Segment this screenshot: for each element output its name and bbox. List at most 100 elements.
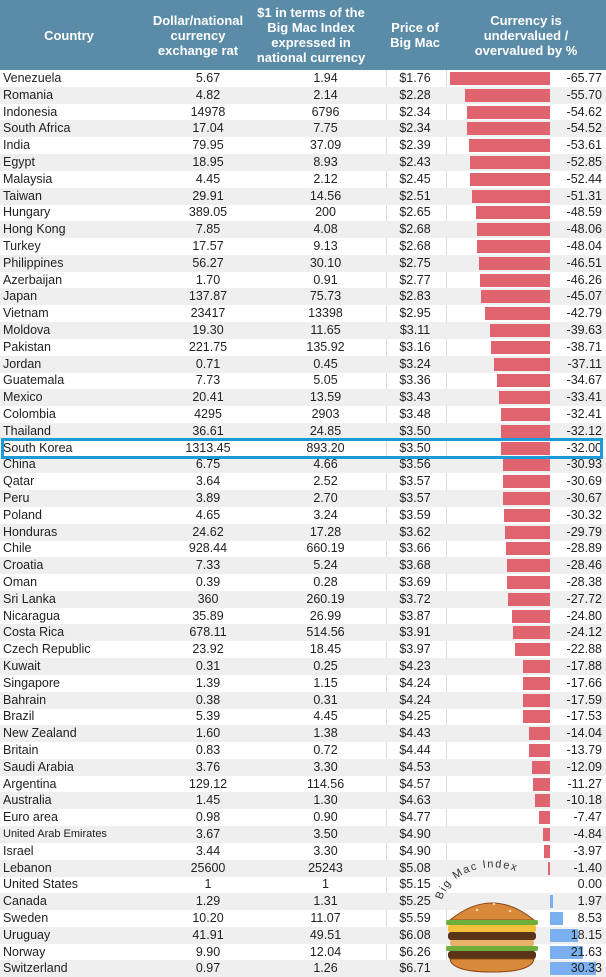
table-row: Poland 4.65 3.24 $3.59 -30.32 (0, 507, 606, 524)
exchange-rate-cell: 137.87 (188, 289, 228, 304)
header-big-mac-ppp: $1 in terms of the Big Mac Index express… (256, 5, 366, 65)
country-cell: Canada (3, 894, 47, 909)
ppp-cell: 1.26 (313, 961, 338, 976)
ppp-cell: 0.28 (313, 575, 338, 589)
country-cell: Turkey (3, 239, 41, 253)
valuation-cell: -17.88 (566, 659, 602, 673)
table-row: Hong Kong 7.85 4.08 $2.68 -48.06 (0, 221, 606, 239)
valuation-cell: -28.38 (566, 575, 602, 589)
valuation-cell: 21.63 (570, 944, 602, 959)
valuation-bar (506, 542, 550, 556)
exchange-rate-cell: 4.82 (195, 87, 221, 102)
valuation-cell: -30.93 (566, 457, 602, 472)
table-row: Croatia 7.33 5.24 $3.68 -28.46 (0, 557, 606, 575)
table-row: Australia 1.45 1.30 $4.63 -10.18 (0, 792, 606, 810)
exchange-rate-cell: 4.65 (195, 507, 221, 522)
table-row: Turkey 17.57 9.13 $2.68 -48.04 (0, 238, 606, 255)
country-cell: Croatia (3, 558, 44, 573)
ppp-cell: 1.31 (313, 894, 338, 909)
valuation-cell: -3.97 (573, 843, 603, 858)
ppp-cell: 49.51 (309, 927, 342, 942)
valuation-cell: -14.04 (566, 726, 602, 741)
country-cell: Hungary (3, 205, 51, 220)
country-cell: Honduras (3, 524, 58, 539)
valuation-cell: -17.66 (566, 675, 602, 690)
valuation-bar (515, 643, 550, 657)
exchange-rate-cell: 360 (197, 591, 219, 606)
table-row: Mexico 20.41 13.59 $3.43 -33.41 (0, 389, 606, 407)
exchange-rate-cell: 14978 (190, 104, 226, 119)
valuation-bar (501, 424, 550, 438)
valuation-cell: -34.67 (566, 373, 602, 388)
valuation-cell: -17.59 (566, 692, 602, 707)
exchange-rate-cell: 56.27 (192, 255, 224, 270)
valuation-bar (502, 458, 550, 472)
country-cell: China (3, 457, 36, 472)
price-cell: $4.23 (399, 659, 431, 673)
ppp-cell: 25243 (308, 860, 343, 875)
ppp-cell: 24.85 (309, 423, 342, 438)
valuation-cell: 18.15 (570, 927, 602, 942)
ppp-cell: 18.45 (309, 642, 342, 657)
exchange-rate-cell: 7.33 (195, 558, 221, 573)
price-cell: $3.50 (399, 423, 431, 438)
price-cell: $4.53 (399, 759, 431, 774)
country-cell: South Africa (3, 121, 71, 136)
ppp-cell: 30.10 (309, 255, 342, 270)
table-row: Taiwan 29.91 14.56 $2.51 -51.31 (0, 187, 606, 205)
valuation-bar (503, 492, 550, 505)
ppp-cell: 0.72 (313, 743, 338, 757)
valuation-bar (504, 525, 550, 539)
country-cell: United Arab Emirates (3, 828, 107, 840)
valuation-bar (503, 508, 550, 522)
country-cell: Oman (3, 575, 38, 589)
table-row: India 79.95 37.09 $2.39 -53.61 (0, 137, 606, 154)
valuation-cell: -54.52 (566, 121, 602, 136)
valuation-bar (531, 760, 550, 774)
price-cell: $3.16 (399, 339, 431, 354)
ppp-cell: 200 (315, 205, 336, 220)
valuation-bar (513, 626, 550, 640)
valuation-cell: -7.47 (573, 810, 603, 825)
table-row: Singapore 1.39 1.15 $4.24 -17.66 (0, 675, 606, 692)
ppp-cell: 1.30 (313, 793, 338, 808)
valuation-cell: -30.67 (566, 491, 602, 505)
table-row: Indonesia 14978 6796 $2.34 -54.62 (0, 104, 606, 121)
country-cell: Mexico (3, 390, 43, 405)
valuation-cell: -17.53 (566, 709, 602, 724)
price-cell: $6.71 (399, 961, 431, 976)
valuation-cell: -4.84 (573, 827, 603, 841)
country-cell: Singapore (3, 675, 60, 690)
exchange-rate-cell: 0.97 (195, 961, 221, 976)
table-row: Philippines 56.27 30.10 $2.75 -46.51 (0, 254, 606, 272)
valuation-cell: -32.41 (566, 407, 602, 421)
country-cell: Guatemala (3, 373, 65, 388)
ppp-cell: 893.20 (306, 440, 345, 455)
ppp-cell: 37.09 (309, 138, 342, 153)
valuation-cell: -12.09 (566, 759, 602, 774)
valuation-bar (543, 844, 550, 858)
country-cell: Peru (3, 491, 30, 505)
table-row: Jordan 0.71 0.45 $3.24 -37.11 (0, 355, 606, 373)
country-cell: Brazil (3, 709, 35, 724)
valuation-bar (550, 895, 553, 909)
ppp-cell: 9.13 (313, 239, 338, 253)
country-cell: Argentina (3, 776, 57, 791)
valuation-bar (507, 592, 550, 606)
table-row: Egypt 18.95 8.93 $2.43 -52.85 (0, 154, 606, 171)
price-cell: $5.25 (399, 894, 431, 909)
table-row: Azerbaijan 1.70 0.91 $2.77 -46.26 (0, 272, 606, 289)
ppp-cell: 2.12 (313, 171, 338, 186)
price-cell: $4.90 (399, 827, 431, 841)
valuation-cell: -13.79 (566, 743, 602, 757)
ppp-cell: 0.25 (313, 659, 338, 673)
ppp-cell: 660.19 (306, 541, 345, 556)
table-row: Vietnam 23417 13398 $2.95 -42.79 (0, 305, 606, 322)
exchange-rate-cell: 20.41 (192, 390, 224, 405)
table-header: Country Dollar/national currency exchang… (0, 0, 606, 70)
table-row: Nicaragua 35.89 26.99 $3.87 -24.80 (0, 608, 606, 625)
country-cell: Nicaragua (3, 608, 60, 623)
valuation-cell: -48.06 (566, 222, 602, 237)
country-cell: Poland (3, 507, 42, 522)
table-row: Hungary 389.05 200 $2.65 -48.59 (0, 204, 606, 221)
